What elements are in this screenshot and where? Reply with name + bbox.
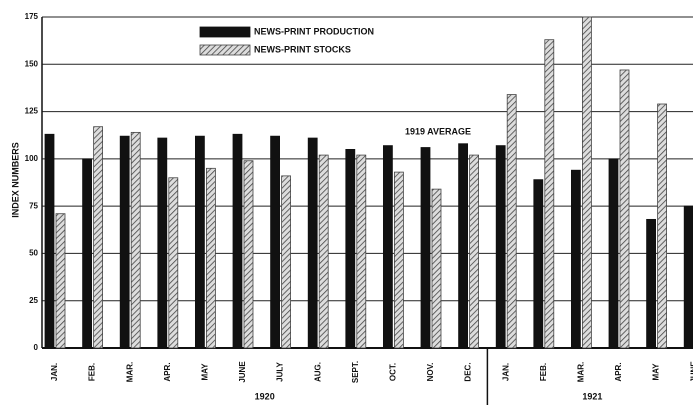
x-tick-label: JAN.: [501, 363, 510, 381]
y-tick-label: 150: [25, 59, 39, 68]
bar: [119, 135, 130, 349]
legend-label: NEWS-PRINT STOCKS: [254, 44, 351, 54]
y-tick-label: 100: [25, 154, 39, 163]
legend-label: NEWS-PRINT PRODUCTION: [254, 26, 374, 36]
y-tick-label: 175: [25, 12, 39, 21]
x-tick-label: NOV.: [426, 363, 435, 382]
legend-swatch: [199, 44, 251, 56]
x-tick-label: APR.: [163, 362, 172, 381]
bar: [205, 167, 216, 349]
bar: [55, 213, 66, 349]
x-tick-label: MAY: [652, 363, 661, 381]
bar: [571, 169, 581, 349]
x-tick-label: JUNE: [689, 361, 693, 383]
bar: [544, 39, 555, 349]
bar: [382, 145, 393, 349]
bar: [458, 143, 469, 349]
x-tick-label: SEPT.: [351, 361, 360, 383]
bar: [345, 148, 356, 349]
x-tick-label: JUNE: [238, 361, 247, 383]
y-tick-label: 25: [29, 296, 38, 305]
bar: [506, 94, 517, 349]
y-tick-label: 50: [29, 249, 38, 258]
x-tick-label: AUG.: [313, 362, 322, 382]
y-tick-label: 125: [25, 107, 39, 116]
bar: [393, 171, 404, 349]
bar: [657, 103, 667, 349]
year-label: 1921: [582, 391, 602, 401]
bar: [533, 179, 544, 349]
bar: [469, 154, 480, 349]
bar: [307, 137, 318, 349]
bar: [130, 131, 141, 349]
bar: [318, 154, 329, 349]
annotation-bg: [394, 126, 482, 138]
bar: [82, 158, 92, 349]
bar: [431, 188, 442, 349]
x-tick-label: JAN.: [50, 363, 59, 381]
x-tick-label: FEB.: [88, 363, 97, 381]
y-tick-label: 0: [34, 343, 39, 352]
legend-swatch: [199, 26, 251, 38]
bar: [194, 135, 205, 349]
x-tick-label: MAY: [201, 363, 210, 381]
x-tick-label: DEC.: [464, 362, 473, 381]
year-label: 1920: [255, 391, 275, 401]
bar: [683, 205, 693, 349]
bar: [232, 133, 243, 349]
y-axis-label: INDEX NUMBERS: [10, 142, 20, 218]
bar: [420, 147, 431, 349]
x-tick-label: MAR.: [125, 362, 134, 382]
bar: [495, 145, 506, 349]
bar: [270, 135, 281, 349]
bar: [168, 177, 179, 349]
annotation: 1919 AVERAGE: [405, 126, 471, 136]
x-tick-label: APR.: [614, 362, 623, 381]
bar: [243, 160, 254, 349]
bar: [356, 154, 367, 349]
x-tick-label: MAR.: [577, 362, 586, 382]
bar: [157, 137, 168, 349]
bar: [608, 158, 619, 349]
x-tick-label: OCT.: [389, 363, 398, 381]
bar: [646, 218, 656, 349]
y-tick-label: 75: [29, 201, 38, 210]
bar: [93, 126, 103, 349]
x-tick-label: JULY: [276, 361, 285, 381]
bar: [619, 69, 630, 349]
x-tick-label: FEB.: [539, 363, 548, 381]
bar: [44, 133, 55, 349]
bar: [582, 16, 592, 349]
bar: [281, 175, 292, 349]
